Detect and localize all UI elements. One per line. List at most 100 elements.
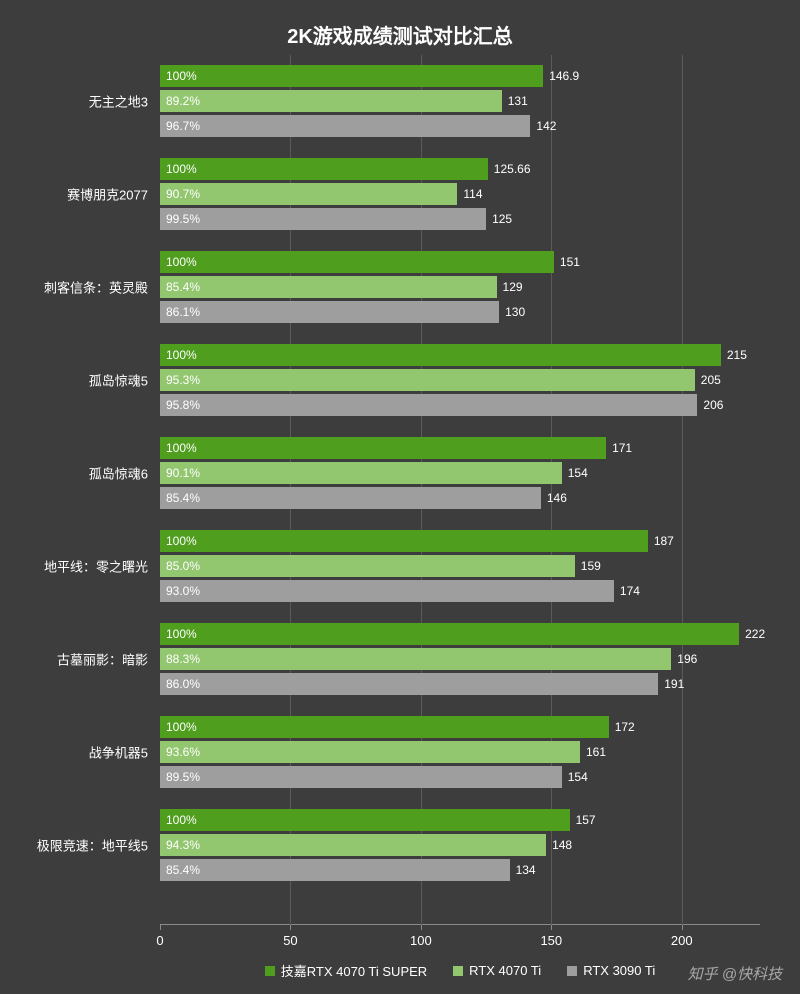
bar-value-label: 151 bbox=[560, 255, 580, 269]
bar: 96.7%142 bbox=[160, 115, 530, 137]
bar: 100%215 bbox=[160, 344, 721, 366]
bar: 89.2%131 bbox=[160, 90, 502, 112]
bar-value-label: 172 bbox=[615, 720, 635, 734]
bar-percent-label: 100% bbox=[166, 69, 197, 83]
bar-value-label: 131 bbox=[508, 94, 528, 108]
bar: 89.5%154 bbox=[160, 766, 562, 788]
bar-percent-label: 100% bbox=[166, 720, 197, 734]
game-group: 地平线：零之曙光100%18785.0%15993.0%174 bbox=[160, 530, 760, 602]
game-group: 古墓丽影：暗影100%22288.3%19686.0%191 bbox=[160, 623, 760, 695]
x-tick-label: 50 bbox=[283, 933, 297, 948]
bar-percent-label: 100% bbox=[166, 534, 197, 548]
bar-value-label: 129 bbox=[503, 280, 523, 294]
bar-percent-label: 85.0% bbox=[166, 559, 200, 573]
bar-percent-label: 100% bbox=[166, 627, 197, 641]
bar: 94.3%148 bbox=[160, 834, 546, 856]
bar-percent-label: 85.4% bbox=[166, 280, 200, 294]
game-group: 无主之地3100%146.989.2%13196.7%142 bbox=[160, 65, 760, 137]
bar: 90.1%154 bbox=[160, 462, 562, 484]
bar: 88.3%196 bbox=[160, 648, 671, 670]
game-group: 极限竞速：地平线5100%15794.3%14885.4%134 bbox=[160, 809, 760, 881]
bar-percent-label: 100% bbox=[166, 348, 197, 362]
bar-percent-label: 89.5% bbox=[166, 770, 200, 784]
bar-percent-label: 100% bbox=[166, 813, 197, 827]
bar-value-label: 125.66 bbox=[494, 162, 531, 176]
bar: 90.7%114 bbox=[160, 183, 457, 205]
bar-percent-label: 96.7% bbox=[166, 119, 200, 133]
bar: 99.5%125 bbox=[160, 208, 486, 230]
bar-value-label: 161 bbox=[586, 745, 606, 759]
game-group: 战争机器5100%17293.6%16189.5%154 bbox=[160, 716, 760, 788]
bar-percent-label: 93.0% bbox=[166, 584, 200, 598]
game-group: 孤岛惊魂6100%17190.1%15485.4%146 bbox=[160, 437, 760, 509]
bar-value-label: 196 bbox=[677, 652, 697, 666]
bar: 100%172 bbox=[160, 716, 609, 738]
game-label: 极限竞速：地平线5 bbox=[37, 836, 148, 855]
bar-value-label: 146.9 bbox=[549, 69, 579, 83]
legend-swatch bbox=[265, 966, 275, 976]
plot-area: 050100150200无主之地3100%146.989.2%13196.7%1… bbox=[160, 55, 760, 925]
game-group: 刺客信条：英灵殿100%15185.4%12986.1%130 bbox=[160, 251, 760, 323]
bar-percent-label: 94.3% bbox=[166, 838, 200, 852]
legend-item: RTX 4070 Ti bbox=[453, 961, 541, 980]
bar-percent-label: 90.1% bbox=[166, 466, 200, 480]
x-tick bbox=[290, 925, 291, 930]
legend-swatch bbox=[567, 966, 577, 976]
bar-value-label: 159 bbox=[581, 559, 601, 573]
chart-title: 2K游戏成绩测试对比汇总 bbox=[0, 0, 800, 49]
bar-percent-label: 100% bbox=[166, 441, 197, 455]
bar-value-label: 206 bbox=[703, 398, 723, 412]
bar-percent-label: 100% bbox=[166, 162, 197, 176]
bar-value-label: 187 bbox=[654, 534, 674, 548]
legend: 技嘉RTX 4070 Ti SUPER RTX 4070 Ti RTX 3090 T… bbox=[160, 961, 760, 980]
bar-value-label: 146 bbox=[547, 491, 567, 505]
x-tick bbox=[421, 925, 422, 930]
game-label: 刺客信条：英灵殿 bbox=[44, 278, 148, 297]
watermark: 知乎 @快科技 bbox=[688, 963, 782, 984]
legend-label: RTX 4070 Ti bbox=[469, 963, 541, 978]
bar: 85.4%129 bbox=[160, 276, 497, 298]
game-group: 孤岛惊魂5100%21595.3%20595.8%206 bbox=[160, 344, 760, 416]
bar: 100%157 bbox=[160, 809, 570, 831]
bar-percent-label: 88.3% bbox=[166, 652, 200, 666]
x-tick bbox=[551, 925, 552, 930]
bar-percent-label: 86.1% bbox=[166, 305, 200, 319]
game-label: 无主之地3 bbox=[89, 92, 148, 111]
game-group: 赛博朋克2077100%125.6690.7%11499.5%125 bbox=[160, 158, 760, 230]
bar: 93.0%174 bbox=[160, 580, 614, 602]
bar-percent-label: 100% bbox=[166, 255, 197, 269]
bar-value-label: 154 bbox=[568, 770, 588, 784]
legend-label: RTX 3090 Ti bbox=[583, 963, 655, 978]
bar: 100%187 bbox=[160, 530, 648, 552]
bar: 85.0%159 bbox=[160, 555, 575, 577]
bar: 100%146.9 bbox=[160, 65, 543, 87]
bar: 86.0%191 bbox=[160, 673, 658, 695]
bar-value-label: 148 bbox=[552, 838, 572, 852]
legend-label: 技嘉RTX 4070 Ti SUPER bbox=[281, 961, 427, 980]
game-label: 战争机器5 bbox=[89, 743, 148, 762]
game-label: 赛博朋克2077 bbox=[67, 185, 148, 204]
bar-value-label: 142 bbox=[536, 119, 556, 133]
bar: 85.4%134 bbox=[160, 859, 510, 881]
bar-percent-label: 89.2% bbox=[166, 94, 200, 108]
game-label: 孤岛惊魂5 bbox=[89, 371, 148, 390]
bar: 100%222 bbox=[160, 623, 739, 645]
bar-value-label: 154 bbox=[568, 466, 588, 480]
bar: 85.4%146 bbox=[160, 487, 541, 509]
bar-value-label: 125 bbox=[492, 212, 512, 226]
bar-percent-label: 99.5% bbox=[166, 212, 200, 226]
bar-percent-label: 95.8% bbox=[166, 398, 200, 412]
game-label: 古墓丽影：暗影 bbox=[57, 650, 148, 669]
bar-percent-label: 95.3% bbox=[166, 373, 200, 387]
bar-value-label: 205 bbox=[701, 373, 721, 387]
x-tick-label: 200 bbox=[671, 933, 693, 948]
bar-value-label: 157 bbox=[576, 813, 596, 827]
bar-value-label: 114 bbox=[463, 187, 482, 201]
bar: 95.3%205 bbox=[160, 369, 695, 391]
bar-value-label: 215 bbox=[727, 348, 747, 362]
x-tick-label: 0 bbox=[156, 933, 163, 948]
x-tick-label: 100 bbox=[410, 933, 432, 948]
bar: 100%125.66 bbox=[160, 158, 488, 180]
bar: 95.8%206 bbox=[160, 394, 697, 416]
legend-item: RTX 3090 Ti bbox=[567, 961, 655, 980]
